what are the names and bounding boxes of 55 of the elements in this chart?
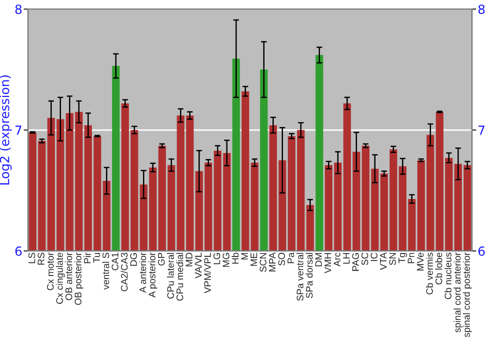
x-tick-label: SN [389, 253, 396, 266]
x-tick-label: SO [278, 252, 285, 266]
x-tick-label: MVe [417, 252, 424, 270]
x-tick-label: Tu [93, 252, 100, 263]
x-tick-label: ME [250, 252, 258, 266]
x-tick-label: SCN [260, 253, 266, 272]
x-tick-label: DM [315, 253, 322, 266]
x-tick-label: GP [158, 252, 165, 266]
x-tick-label: DG [130, 253, 137, 266]
x-tick-label: LG [213, 253, 220, 264]
x-tick-label: IC [370, 252, 378, 261]
x-tick-label: CPu lateral [166, 252, 174, 299]
x-tick-label: Pn [408, 252, 414, 264]
x-tick-label: SPa dorsal [306, 252, 313, 298]
x-tick-label: OB posterior [74, 252, 84, 305]
x-tick-label: RS [38, 252, 44, 265]
x-tick-label: SC [361, 252, 368, 266]
x-tick-label: LH [343, 253, 350, 264]
x-tick-label: LS [28, 252, 36, 264]
y-axis-title: Log2 (expression) [0, 75, 12, 185]
x-tick-label: CA1 [112, 252, 118, 270]
y2-tick-label: 7 [478, 126, 484, 135]
x-tick-label: VMH [324, 253, 332, 274]
x-tick-label: PAG [352, 253, 359, 271]
x-tick-label: MPA [269, 252, 276, 272]
x-tick-label: MG [222, 253, 230, 267]
x-tick-label: Tg [398, 252, 408, 264]
x-tick-label: A anterior [139, 252, 146, 293]
x-tick-label: Cx cingulate [56, 252, 65, 304]
x-tick-label: OB anterior [65, 252, 72, 300]
x-tick-label: Cb vermis [426, 252, 433, 294]
y2-tick-label: 6 [478, 246, 485, 256]
x-tick-label: VTA [380, 252, 387, 270]
x-tick-label: Cx motor [46, 252, 54, 290]
x-tick-label: Cb nucleus [444, 252, 452, 300]
x-tick-label: MD [186, 252, 192, 266]
x-tick-label: Pir [84, 252, 91, 264]
x-tick-label: A posterior [148, 252, 158, 298]
y2-tick-label: 8 [478, 4, 485, 14]
y-tick-label: 8 [15, 4, 22, 14]
y-tick-label: 7 [16, 126, 22, 135]
x-tick-label: SPa ventral [296, 252, 304, 301]
x-tick-label: CA2/CA3 [120, 252, 128, 292]
x-tick-label: VA/VL [194, 252, 202, 278]
x-tick-label: Cb lobe [435, 252, 442, 284]
x-tick-label: M [241, 253, 248, 260]
y-tick-label: 6 [15, 246, 22, 256]
x-tick-label: CPu medial [176, 252, 184, 301]
x-tick-label: Hb [232, 252, 239, 264]
x-tick-label: VPM/VPL [204, 252, 211, 294]
x-tick-label: spinal cord posterior [462, 252, 472, 338]
x-tick-label: Pa [288, 252, 294, 264]
x-tick-label: ventral S [102, 252, 110, 290]
x-tick-label: spinal cord anterior [454, 252, 463, 332]
x-tick-label: Arc [334, 252, 340, 266]
